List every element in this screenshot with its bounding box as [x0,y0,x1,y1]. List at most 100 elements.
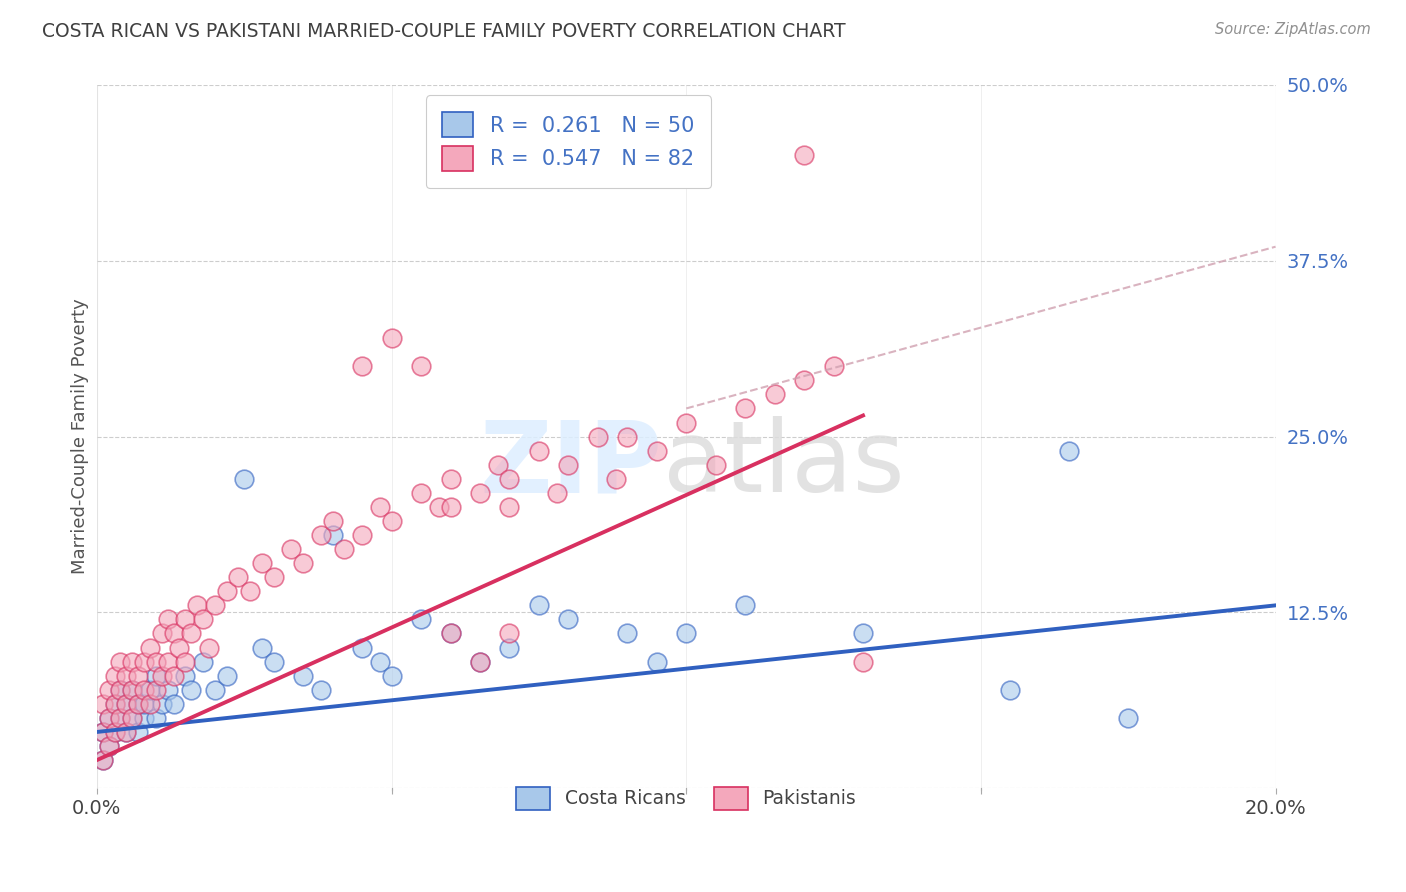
Point [215,584,238,599]
Point [204,599,226,613]
Point [322,514,344,528]
Point [121,655,143,669]
Point [191,655,214,669]
Point [97,711,120,725]
Point [150,697,173,711]
Point [852,655,875,669]
Point [156,655,179,669]
Point [180,682,202,697]
Point [616,626,638,640]
Point [1116,711,1139,725]
Point [110,682,132,697]
Point [115,697,138,711]
Point [734,401,756,416]
Point [162,697,184,711]
Point [292,668,315,682]
Point [145,668,167,682]
Point [498,472,520,486]
Point [191,612,214,626]
Point [156,612,179,626]
Point [174,668,197,682]
Point [557,458,579,472]
Point [97,682,120,697]
Point [1000,682,1022,697]
Point [1059,443,1081,458]
Point [115,668,138,682]
Point [498,626,520,640]
Point [793,373,815,387]
Point [145,655,167,669]
Point [616,429,638,443]
Point [139,640,162,655]
Point [498,640,520,655]
Point [145,682,167,697]
Point [427,500,450,514]
Point [103,725,125,739]
Point [381,331,404,345]
Point [97,739,120,753]
Point [115,697,138,711]
Point [132,711,155,725]
Point [91,753,114,767]
Point [110,711,132,725]
Point [103,697,125,711]
Point [132,682,155,697]
Point [557,612,579,626]
Text: ZIP: ZIP [479,417,662,513]
Point [309,682,332,697]
Point [162,626,184,640]
Point [228,570,250,584]
Point [381,668,404,682]
Point [368,500,391,514]
Point [91,753,114,767]
Point [381,514,404,528]
Point [174,655,197,669]
Point [486,458,509,472]
Text: atlas: atlas [662,417,904,513]
Point [121,682,143,697]
Point [645,655,668,669]
Point [823,359,845,374]
Point [139,682,162,697]
Point [186,599,208,613]
Point [498,500,520,514]
Point [409,359,432,374]
Point [675,626,697,640]
Legend: Costa Ricans, Pakistanis: Costa Ricans, Pakistanis [501,772,872,824]
Point [675,416,697,430]
Point [309,528,332,542]
Point [409,486,432,500]
Text: COSTA RICAN VS PAKISTANI MARRIED-COUPLE FAMILY POVERTY CORRELATION CHART: COSTA RICAN VS PAKISTANI MARRIED-COUPLE … [42,22,846,41]
Point [468,486,491,500]
Point [121,711,143,725]
Point [280,542,302,557]
Point [215,668,238,682]
Text: Source: ZipAtlas.com: Source: ZipAtlas.com [1215,22,1371,37]
Point [263,655,285,669]
Point [204,682,226,697]
Point [586,429,609,443]
Point [132,697,155,711]
Point [645,443,668,458]
Y-axis label: Married-Couple Family Poverty: Married-Couple Family Poverty [72,299,89,574]
Point [91,725,114,739]
Point [115,725,138,739]
Point [150,626,173,640]
Point [468,655,491,669]
Point [174,612,197,626]
Point [793,148,815,162]
Point [121,682,143,697]
Point [352,359,374,374]
Point [103,697,125,711]
Point [292,556,315,570]
Point [250,640,273,655]
Point [233,472,256,486]
Point [352,528,374,542]
Point [127,668,149,682]
Point [852,626,875,640]
Point [169,640,191,655]
Point [322,528,344,542]
Point [368,655,391,669]
Point [127,697,149,711]
Point [115,725,138,739]
